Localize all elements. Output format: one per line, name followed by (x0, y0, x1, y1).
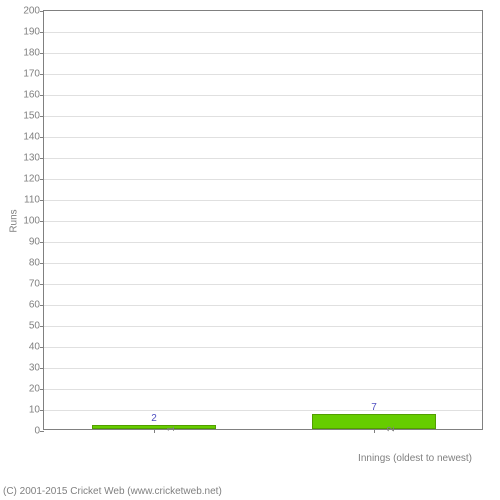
y-tick-label: 140 (23, 132, 44, 143)
gridline (44, 137, 482, 138)
y-tick-label: 100 (23, 216, 44, 227)
gridline (44, 32, 482, 33)
y-tick-label: 120 (23, 174, 44, 185)
y-tick-label: 90 (29, 237, 44, 248)
y-tick-label: 110 (24, 195, 44, 206)
gridline (44, 221, 482, 222)
x-axis-label: Innings (oldest to newest) (358, 453, 472, 464)
gridline (44, 95, 482, 96)
gridline (44, 347, 482, 348)
x-tick-label: 1 (154, 426, 177, 432)
gridline (44, 284, 482, 285)
bar-value-label: 2 (151, 413, 157, 426)
gridline (44, 53, 482, 54)
gridline (44, 263, 482, 264)
y-tick-label: 180 (23, 48, 44, 59)
y-tick-label: 80 (29, 258, 44, 269)
y-tick-label: 20 (29, 384, 44, 395)
gridline (44, 389, 482, 390)
gridline (44, 368, 482, 369)
y-tick-label: 150 (23, 111, 44, 122)
y-tick-label: 10 (29, 405, 44, 416)
y-tick-label: 40 (29, 342, 44, 353)
y-tick-label: 60 (29, 300, 44, 311)
chart-plot-area: 0102030405060708090100110120130140150160… (43, 10, 483, 430)
y-tick-label: 200 (23, 6, 44, 17)
x-tick-label: 2 (374, 426, 397, 432)
gridline (44, 200, 482, 201)
copyright-text: (C) 2001-2015 Cricket Web (www.cricketwe… (3, 486, 222, 497)
gridline (44, 116, 482, 117)
y-tick-label: 50 (29, 321, 44, 332)
gridline (44, 410, 482, 411)
y-tick-label: 70 (29, 279, 44, 290)
y-tick-label: 190 (23, 27, 44, 38)
gridline (44, 158, 482, 159)
bar-value-label: 7 (371, 402, 377, 415)
gridline (44, 179, 482, 180)
y-tick-label: 160 (23, 90, 44, 101)
gridline (44, 305, 482, 306)
y-tick-label: 170 (23, 69, 44, 80)
gridline (44, 242, 482, 243)
y-axis-label: Runs (9, 209, 20, 232)
gridline (44, 326, 482, 327)
gridline (44, 74, 482, 75)
y-tick-label: 0 (34, 426, 44, 437)
y-tick-label: 130 (23, 153, 44, 164)
y-tick-label: 30 (29, 363, 44, 374)
